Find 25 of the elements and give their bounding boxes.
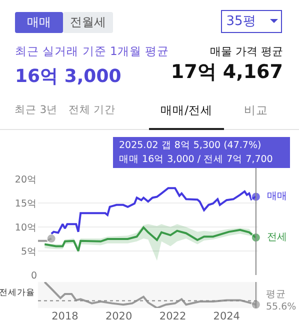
text: 17억 4,167 — [170, 61, 283, 83]
text: 16억 3,000 — [15, 66, 122, 87]
text: 전월세 — [69, 15, 107, 29]
x-tick-label: 2018 — [52, 310, 78, 322]
y-tick-label: 10억 — [14, 222, 37, 234]
text: 매물 가격 평균 — [210, 45, 283, 58]
text: 매매/전세 — [160, 103, 214, 117]
y-tick-label: 5억 — [20, 246, 37, 258]
text: 최근 3년 — [13, 104, 59, 116]
series-label: 매매 — [267, 191, 287, 202]
x-tick-label: 2024 — [213, 310, 240, 322]
y-tick-label: 15억 — [14, 198, 37, 210]
y-tick-label: 0 — [30, 270, 37, 282]
x-tick-label: 2022 — [159, 310, 186, 322]
y-tick-label: 20억 — [14, 174, 37, 186]
series-label: 전세 — [267, 232, 287, 243]
text: 2025.02 갭 8억 5,300 (47.7%) — [119, 140, 262, 151]
text: 35평 — [225, 14, 257, 29]
text: 매매 16억 3,000 / 전세 7억 7,700 — [119, 154, 273, 165]
x-tick-label: 2020 — [105, 310, 132, 322]
text: 최근 실거래 기준 1개월 평균 — [15, 44, 169, 58]
ref-line-label: 평균 55.6% — [266, 289, 296, 312]
text: 전체 기간 — [67, 104, 117, 116]
text: 매매 — [26, 15, 52, 29]
text: 비교 — [243, 103, 269, 117]
